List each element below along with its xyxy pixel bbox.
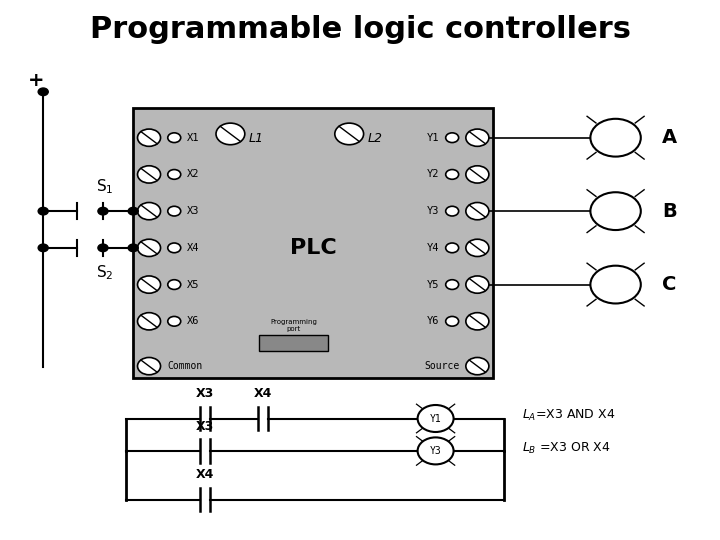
Circle shape [138, 357, 161, 375]
Text: X3: X3 [196, 387, 215, 400]
Circle shape [446, 243, 459, 253]
Circle shape [466, 313, 489, 330]
Circle shape [418, 405, 454, 432]
Text: S$_2$: S$_2$ [96, 263, 113, 281]
Circle shape [98, 244, 108, 252]
Text: Y1: Y1 [430, 414, 441, 423]
Circle shape [466, 166, 489, 183]
Text: Y4: Y4 [427, 243, 439, 253]
Text: X4: X4 [196, 468, 215, 481]
Circle shape [335, 123, 364, 145]
Circle shape [38, 88, 48, 96]
Circle shape [98, 207, 108, 215]
Text: X3: X3 [187, 206, 199, 216]
Circle shape [466, 202, 489, 220]
Circle shape [138, 202, 161, 220]
Circle shape [446, 280, 459, 289]
Text: X5: X5 [187, 280, 199, 289]
Circle shape [466, 357, 489, 375]
Text: Y6: Y6 [427, 316, 439, 326]
Text: X1: X1 [187, 133, 199, 143]
Text: Y5: Y5 [427, 280, 439, 289]
Bar [259, 335, 328, 351]
Circle shape [168, 316, 181, 326]
Text: X3: X3 [196, 420, 215, 433]
Circle shape [216, 123, 245, 145]
Text: Programming
port: Programming port [270, 319, 317, 332]
Circle shape [168, 133, 181, 143]
Circle shape [138, 313, 161, 330]
Text: Programmable logic controllers: Programmable logic controllers [89, 15, 631, 44]
Text: PLC: PLC [290, 238, 336, 259]
Circle shape [590, 266, 641, 303]
Text: X2: X2 [187, 170, 199, 179]
Circle shape [446, 316, 459, 326]
Text: X6: X6 [187, 316, 199, 326]
Text: A: A [662, 128, 678, 147]
Circle shape [590, 119, 641, 157]
Text: Source: Source [424, 361, 459, 371]
Circle shape [168, 170, 181, 179]
Circle shape [466, 239, 489, 256]
Bar [133, 108, 493, 378]
Circle shape [138, 239, 161, 256]
Circle shape [466, 276, 489, 293]
Circle shape [168, 280, 181, 289]
Circle shape [38, 244, 48, 252]
Text: Y3: Y3 [427, 206, 439, 216]
Circle shape [138, 276, 161, 293]
Circle shape [128, 207, 138, 215]
Text: Y1: Y1 [427, 133, 439, 143]
Circle shape [138, 166, 161, 183]
Circle shape [38, 207, 48, 215]
Text: X4: X4 [253, 387, 272, 400]
Text: S$_1$: S$_1$ [96, 178, 113, 196]
Text: Y2: Y2 [427, 170, 439, 179]
Text: $L_B$ =X3 OR X4: $L_B$ =X3 OR X4 [522, 441, 611, 456]
Text: X4: X4 [187, 243, 199, 253]
Text: +: + [28, 71, 44, 91]
Text: B: B [662, 201, 677, 221]
Circle shape [446, 170, 459, 179]
Text: $L_A$=X3 AND X4: $L_A$=X3 AND X4 [522, 408, 616, 423]
Text: C: C [662, 275, 677, 294]
Circle shape [446, 206, 459, 216]
Circle shape [418, 437, 454, 464]
Circle shape [466, 129, 489, 146]
Circle shape [446, 133, 459, 143]
Circle shape [168, 243, 181, 253]
Text: L2: L2 [367, 132, 382, 145]
Circle shape [138, 129, 161, 146]
Circle shape [590, 192, 641, 230]
Circle shape [168, 206, 181, 216]
Text: Common: Common [167, 361, 202, 371]
Text: L1: L1 [248, 132, 264, 145]
Circle shape [128, 244, 138, 252]
Text: Y3: Y3 [430, 446, 441, 456]
